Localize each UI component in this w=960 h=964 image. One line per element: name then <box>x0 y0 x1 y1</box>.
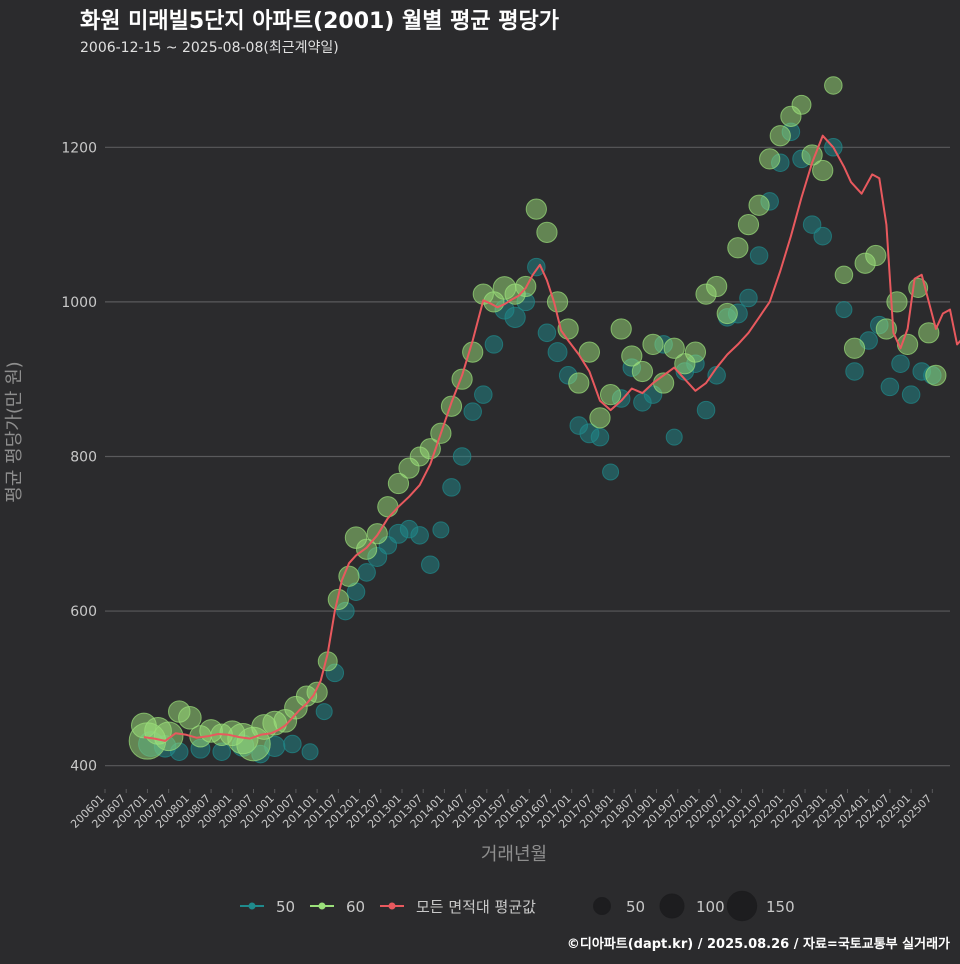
point-area-60 <box>865 244 887 267</box>
y-axis-ticks: 400 600 800 1000 1200 <box>61 140 97 774</box>
point-area-60 <box>737 213 760 236</box>
point-area-50 <box>537 323 557 343</box>
point-area-60 <box>599 384 622 406</box>
point-area-60 <box>834 265 854 285</box>
point-area-60 <box>440 395 463 417</box>
point-area-60 <box>377 496 399 518</box>
point-area-60 <box>578 341 600 363</box>
point-area-60 <box>462 341 484 363</box>
point-area-60 <box>812 159 834 182</box>
chart-caption: ©디아파트(dapt.kr) / 2025.08.26 / 자료=국토교통부 실… <box>567 936 950 952</box>
average-line-path <box>143 134 960 742</box>
point-area-60 <box>896 333 919 356</box>
point-area-60 <box>589 407 611 429</box>
point-area-60 <box>338 565 360 587</box>
point-area-60 <box>525 198 547 220</box>
point-area-60 <box>663 337 685 359</box>
legend-size-label: 150 <box>766 898 795 916</box>
point-area-60 <box>642 333 664 356</box>
point-area-50 <box>442 478 461 497</box>
point-area-60 <box>178 705 202 730</box>
point-area-50 <box>463 402 482 421</box>
legend-size-label: 100 <box>696 898 725 916</box>
point-area-50 <box>590 427 610 447</box>
point-area-60 <box>824 76 843 95</box>
point-area-60 <box>875 318 897 340</box>
point-area-50 <box>845 362 864 381</box>
y-tick-label: 400 <box>70 759 97 775</box>
point-area-50 <box>835 301 853 319</box>
point-area-50 <box>665 428 683 446</box>
point-area-60 <box>843 337 866 359</box>
legend-size-label: 50 <box>626 898 645 916</box>
y-tick-label: 600 <box>70 604 97 620</box>
legend-size-circle <box>593 897 611 915</box>
point-area-50 <box>891 354 910 373</box>
point-area-50 <box>813 226 832 246</box>
legend-label-50: 50 <box>276 898 295 916</box>
point-area-60 <box>716 302 738 325</box>
chart-subtitle: 2006-12-15 ~ 2025-08-08(최근계약일) <box>80 40 339 56</box>
point-area-60 <box>791 94 812 115</box>
point-area-50 <box>504 306 526 328</box>
legend-size-circle <box>659 893 685 919</box>
point-area-60 <box>153 721 184 752</box>
point-area-60 <box>387 472 410 495</box>
point-area-60 <box>610 318 632 340</box>
point-area-50 <box>410 526 429 545</box>
point-area-50 <box>283 734 302 754</box>
point-area-60 <box>451 368 473 390</box>
y-tick-label: 800 <box>70 449 97 465</box>
legend-swatch-dot-60 <box>318 902 326 910</box>
point-area-60 <box>706 275 728 298</box>
average-line <box>143 134 960 742</box>
legend: 50 60 모든 면적대 평균값 50 100 150 <box>240 890 795 922</box>
point-area-50 <box>527 257 546 277</box>
point-area-60 <box>727 237 749 259</box>
legend-label-모든-면적대-평균값: 모든 면적대 평균값 <box>416 898 536 916</box>
point-area-50 <box>474 385 493 404</box>
point-area-50 <box>880 377 900 397</box>
point-area-50 <box>301 743 319 761</box>
point-area-60 <box>886 291 908 313</box>
point-area-60 <box>769 125 791 147</box>
point-area-60 <box>419 438 441 460</box>
y-tick-label: 1200 <box>61 140 97 156</box>
point-area-60 <box>356 538 378 560</box>
legend-size-circle <box>726 890 758 922</box>
point-area-50 <box>602 463 620 481</box>
legend-swatch-dot-50 <box>248 902 256 910</box>
point-area-50 <box>315 703 333 721</box>
point-area-50 <box>901 385 921 404</box>
y-tick-label: 1000 <box>61 295 97 311</box>
point-area-50 <box>421 555 440 574</box>
point-area-60 <box>568 372 590 394</box>
legend-swatch-dot-모든-면적대-평균값 <box>388 902 396 910</box>
point-area-60 <box>748 194 770 216</box>
point-area-60 <box>684 341 707 363</box>
x-axis-title: 거래년월 <box>481 844 547 865</box>
point-area-60 <box>631 360 654 383</box>
point-area-60 <box>925 364 947 386</box>
legend-label-60: 60 <box>346 898 365 916</box>
point-area-50 <box>547 342 568 363</box>
point-area-50 <box>484 335 504 354</box>
point-area-50 <box>696 400 716 420</box>
point-area-50 <box>802 215 822 234</box>
chart-title: 화원 미래빌5단지 아파트(2001) 월별 평균 평당가 <box>80 9 559 34</box>
point-area-50 <box>357 563 376 582</box>
point-area-50 <box>749 246 769 265</box>
y-axis-title: 평균 평당가(만 원) <box>4 361 25 502</box>
point-area-50 <box>432 521 450 539</box>
data-points <box>128 76 947 764</box>
point-area-50 <box>452 447 472 466</box>
point-area-60 <box>546 291 569 313</box>
point-area-60 <box>536 221 558 243</box>
point-area-60 <box>621 345 643 367</box>
point-area-60 <box>918 322 940 344</box>
point-area-60 <box>759 148 781 170</box>
point-area-50 <box>739 288 758 308</box>
